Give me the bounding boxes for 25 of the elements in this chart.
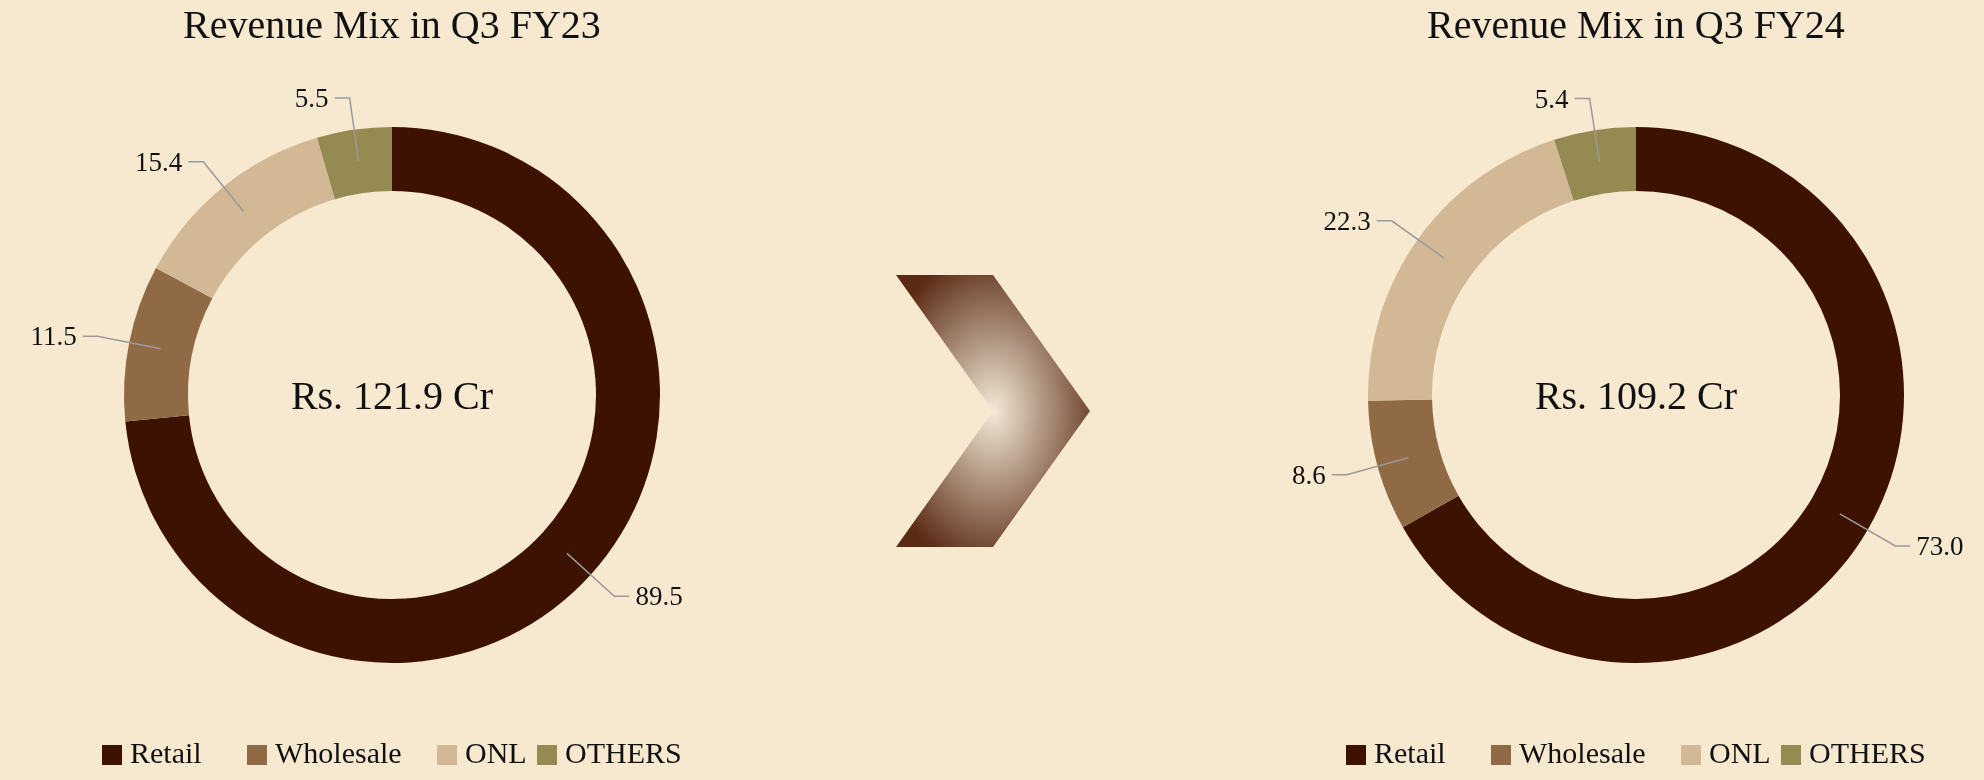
data-label: 11.5	[30, 321, 77, 352]
legend-label: Wholesale	[1519, 736, 1646, 769]
data-label: 5.4	[1534, 83, 1570, 114]
legend-label: OTHERS	[1809, 736, 1926, 769]
data-label: 15.4	[135, 146, 183, 177]
legend-label: ONL	[465, 736, 527, 769]
legend-label: ONL	[1709, 736, 1771, 769]
data-label: 73.0	[1916, 530, 1964, 561]
donut-slice	[124, 268, 213, 422]
donut-slice	[1554, 127, 1636, 201]
text: Rs. 121.9 Cr	[290, 373, 494, 418]
donut-slice	[1402, 127, 1904, 663]
donut-slice	[317, 127, 392, 200]
legend-label: Retail	[1374, 736, 1446, 769]
text: Rs. 109.2 Cr	[1534, 373, 1738, 418]
data-label: 89.5	[635, 581, 683, 612]
data-label: 5.5	[294, 83, 329, 114]
chart-title: Revenue Mix in Q3 FY24	[1427, 2, 1845, 47]
data-label: 22.3	[1323, 205, 1371, 236]
chart-title: Revenue Mix in Q3 FY23	[183, 2, 601, 47]
legend-label: OTHERS	[565, 736, 682, 769]
legend-label: Retail	[130, 736, 202, 769]
legend-label: Wholesale	[275, 736, 402, 769]
data-label: 8.6	[1292, 459, 1326, 490]
donut-slice	[1368, 399, 1459, 528]
